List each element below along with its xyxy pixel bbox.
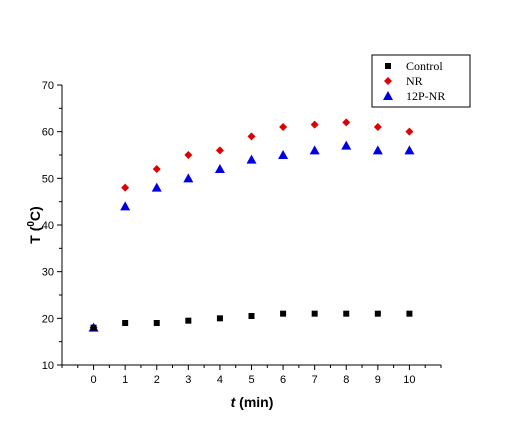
- data-point-control: [185, 317, 192, 324]
- x-tick-label: 9: [375, 374, 381, 386]
- data-point-nr: [121, 183, 130, 192]
- x-tick-label: 10: [403, 374, 415, 386]
- plot-points: [88, 118, 415, 332]
- legend-marker: [384, 77, 392, 85]
- x-tick-label: 2: [154, 374, 160, 386]
- x-tick-label: 4: [217, 374, 223, 386]
- y-tick-label: 30: [42, 267, 54, 279]
- x-tick-label: 3: [185, 374, 191, 386]
- data-point-nr: [310, 120, 319, 129]
- y-tick-label: 10: [42, 360, 54, 372]
- data-point-control: [90, 324, 97, 331]
- data-point-nr: [247, 132, 256, 141]
- data-point-nr: [405, 127, 414, 136]
- y-tick-label: 20: [42, 313, 54, 325]
- data-point-nr: [152, 165, 161, 173]
- legend-marker: [383, 91, 393, 100]
- data-point-control: [311, 310, 318, 317]
- data-point-12p-nr: [278, 150, 289, 159]
- x-tick-label: 7: [312, 374, 318, 386]
- data-point-nr: [184, 151, 193, 159]
- data-point-nr: [342, 118, 351, 127]
- data-point-12p-nr: [214, 164, 225, 173]
- data-point-12p-nr: [404, 145, 415, 155]
- x-tick-label: 1: [122, 374, 128, 386]
- data-point-control: [280, 310, 287, 317]
- data-point-12p-nr: [120, 201, 131, 211]
- data-point-control: [153, 320, 160, 326]
- data-point-12p-nr: [246, 154, 257, 164]
- x-tick-label: 0: [91, 374, 97, 386]
- y-ticks: 10 20 30 40 50 60 70: [42, 80, 62, 372]
- y-tick-label: 40: [42, 220, 54, 232]
- data-point-nr: [215, 146, 224, 155]
- y-axis-title: T (0C): [26, 206, 43, 243]
- data-point-control: [343, 310, 350, 317]
- y-tick-label: 50: [42, 173, 54, 185]
- data-point-control: [122, 320, 129, 326]
- legend-label: 12P-NR: [406, 89, 445, 103]
- y-tick-label: 70: [42, 80, 54, 92]
- x-tick-label: 6: [280, 374, 286, 386]
- legend-marker: [385, 63, 391, 69]
- data-point-control: [216, 315, 223, 322]
- data-point-12p-nr: [183, 173, 194, 183]
- y-tick-label: 60: [42, 127, 54, 139]
- data-point-control: [248, 313, 255, 319]
- x-tick-label: 5: [248, 374, 254, 386]
- data-point-control: [374, 310, 381, 317]
- data-point-12p-nr: [341, 140, 352, 150]
- data-point-12p-nr: [309, 145, 320, 155]
- legend-label: Control: [406, 59, 443, 73]
- data-point-12p-nr: [151, 182, 162, 192]
- x-tick-label: 8: [343, 374, 349, 386]
- data-point-control: [406, 310, 413, 317]
- x-axis-title: t (min): [231, 394, 274, 410]
- x-ticks: 0 1 2 3 4 5 6 7 8 9 10: [61, 365, 442, 386]
- data-point-nr: [279, 123, 288, 131]
- legend-label: NR: [406, 74, 423, 88]
- data-point-12p-nr: [372, 145, 383, 155]
- data-point-nr: [373, 123, 382, 131]
